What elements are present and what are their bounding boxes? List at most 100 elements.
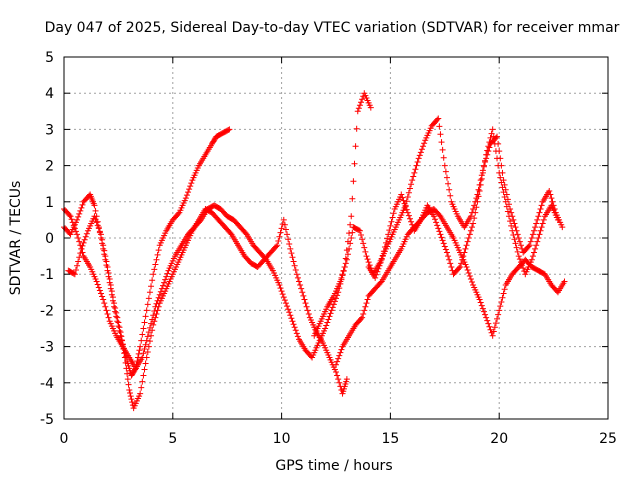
data-point xyxy=(373,271,380,278)
data-point xyxy=(67,213,74,220)
data-point xyxy=(74,231,81,238)
data-point xyxy=(185,189,192,196)
data-point xyxy=(360,240,367,247)
data-point xyxy=(100,296,107,303)
data-point xyxy=(435,225,442,232)
data-point xyxy=(476,187,483,194)
data-point xyxy=(327,310,334,317)
data-point xyxy=(103,258,110,265)
x-tick-label: 10 xyxy=(273,431,291,447)
data-point xyxy=(76,210,83,217)
data-point xyxy=(343,256,350,263)
y-axis-label: SDTVAR / TECUs xyxy=(8,181,24,296)
data-point xyxy=(128,396,135,403)
data-point xyxy=(146,338,153,345)
data-point xyxy=(386,227,393,234)
data-point xyxy=(164,270,171,277)
data-point xyxy=(124,376,131,383)
data-point xyxy=(346,230,353,237)
data-point xyxy=(145,343,152,350)
data-point xyxy=(102,303,109,310)
data-point xyxy=(534,216,541,223)
data-point xyxy=(287,245,294,252)
data-point xyxy=(441,162,448,169)
data-point xyxy=(516,256,523,263)
data-point xyxy=(141,319,148,326)
data-point xyxy=(475,193,482,200)
data-point xyxy=(533,220,540,227)
data-point xyxy=(76,238,83,245)
data-point xyxy=(414,158,421,165)
data-point xyxy=(337,349,344,356)
data-point xyxy=(163,273,170,280)
data-point xyxy=(462,245,469,252)
data-point xyxy=(536,209,543,216)
data-point xyxy=(495,311,502,318)
data-point xyxy=(536,231,543,238)
data-point xyxy=(377,279,384,286)
data-point xyxy=(70,222,77,229)
data-point xyxy=(78,245,85,252)
data-point xyxy=(346,245,353,252)
data-point xyxy=(480,163,487,170)
data-point xyxy=(508,222,515,229)
data-point xyxy=(304,307,311,314)
data-point xyxy=(356,227,363,234)
data-point xyxy=(415,155,422,162)
data-point xyxy=(438,139,445,146)
data-point xyxy=(125,381,132,388)
data-point xyxy=(149,316,156,323)
data-point xyxy=(242,230,249,237)
x-axis: 0 5 10 15 20 25 xyxy=(60,57,617,447)
data-point xyxy=(76,254,83,261)
data-point xyxy=(517,242,524,249)
data-point xyxy=(144,349,151,356)
data-point xyxy=(135,350,142,357)
data-point xyxy=(459,256,466,263)
data-point xyxy=(298,285,305,292)
data-point xyxy=(140,325,147,332)
data-point xyxy=(492,320,499,327)
data-point xyxy=(442,246,449,253)
data-point xyxy=(175,210,182,217)
data-point xyxy=(66,212,73,219)
data-point xyxy=(141,366,148,373)
data-point xyxy=(77,207,84,214)
data-point xyxy=(354,108,361,115)
data-point xyxy=(501,286,508,293)
data-point xyxy=(486,139,493,146)
data-point xyxy=(363,253,370,260)
data-point xyxy=(480,308,487,315)
data-point xyxy=(487,134,494,141)
data-point xyxy=(447,192,454,199)
data-point xyxy=(411,169,418,176)
data-point xyxy=(446,186,453,193)
data-point xyxy=(485,143,492,150)
data-point xyxy=(144,301,151,308)
data-point xyxy=(336,379,343,386)
data-point xyxy=(146,324,153,331)
data-point xyxy=(537,206,544,213)
data-point xyxy=(375,265,382,272)
data-point xyxy=(496,307,503,314)
data-point xyxy=(385,231,392,238)
data-point xyxy=(137,343,144,350)
data-point xyxy=(528,235,535,241)
data-point xyxy=(111,300,118,307)
data-point xyxy=(467,276,474,283)
data-point xyxy=(335,355,342,362)
data-point xyxy=(361,307,368,314)
data-point xyxy=(143,307,150,314)
data-point xyxy=(107,282,114,289)
data-point xyxy=(364,256,371,263)
series-3 xyxy=(61,90,374,372)
data-point xyxy=(324,319,331,326)
data-point xyxy=(546,187,553,194)
data-point xyxy=(349,229,356,236)
data-point xyxy=(491,324,498,331)
data-point xyxy=(91,213,98,220)
data-point xyxy=(531,227,538,234)
data-point xyxy=(457,263,464,270)
data-point xyxy=(305,311,312,318)
data-point xyxy=(487,326,494,333)
